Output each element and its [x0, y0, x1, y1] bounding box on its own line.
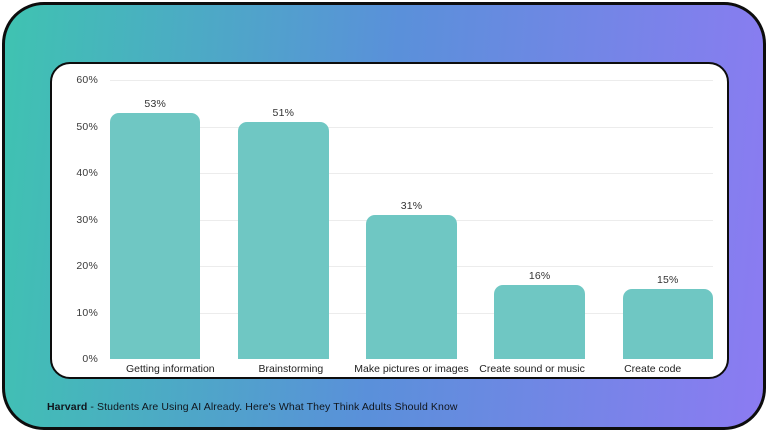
bar-slot: 16% [494, 80, 585, 359]
bar-value-label: 53% [144, 97, 167, 110]
bar-value-label: 51% [272, 106, 295, 119]
gridline [110, 80, 713, 81]
caption-source: Harvard [47, 401, 88, 413]
bar-brainstorming [238, 121, 329, 359]
x-tick-label: Make pictures or images [354, 363, 469, 375]
bar-create-code [622, 289, 713, 359]
bar-chart: 0% 10% 20% 30% 40% 50% 60% 53% 51% 31% 16% 15% Get… [64, 74, 713, 375]
x-tick-label: Getting information [125, 363, 215, 375]
y-tick-label: 0% [82, 353, 98, 365]
bar-slot: 51% [238, 80, 329, 359]
bar-slot: 31% [366, 80, 457, 359]
y-tick-label: 10% [76, 306, 98, 319]
bar-create-sound-or-music [494, 284, 585, 359]
chart-card: 0% 10% 20% 30% 40% 50% 60% 53% 51% 31% 16% 15% Get… [50, 62, 729, 379]
y-tick-label: 30% [76, 213, 98, 226]
source-caption: Harvard - Students Are Using AI Already.… [47, 401, 458, 413]
bar-value-label: 16% [528, 269, 551, 282]
x-tick-label: Create sound or music [479, 363, 585, 375]
bar-make-pictures-or-images [366, 214, 457, 359]
y-tick-label: 50% [76, 120, 98, 133]
y-axis: 0% 10% 20% 30% 40% 50% 60% [64, 74, 98, 365]
y-tick-label: 60% [76, 74, 98, 86]
bar-slot: 15% [622, 80, 713, 359]
y-tick-label: 40% [76, 167, 98, 179]
bar-value-label: 31% [400, 199, 423, 212]
caption-separator: - [87, 401, 98, 413]
bar-value-label: 15% [656, 274, 679, 287]
x-tick-label: Create code [624, 363, 682, 375]
bar-slot: 53% [110, 80, 201, 359]
caption-text: Students Are Using AI Already. Here's Wh… [97, 401, 458, 413]
gridline [110, 173, 713, 174]
x-axis: Getting information Brainstorming Make pic… [110, 363, 713, 375]
gridline [110, 126, 713, 128]
x-tick-label: Brainstorming [258, 363, 324, 375]
bars-row: 53% 51% 31% 16% 15% [110, 80, 713, 359]
bar-getting-information [110, 112, 201, 359]
y-tick-label: 20% [76, 260, 98, 272]
plot-area: 53% 51% 31% 16% 15% [110, 80, 713, 359]
